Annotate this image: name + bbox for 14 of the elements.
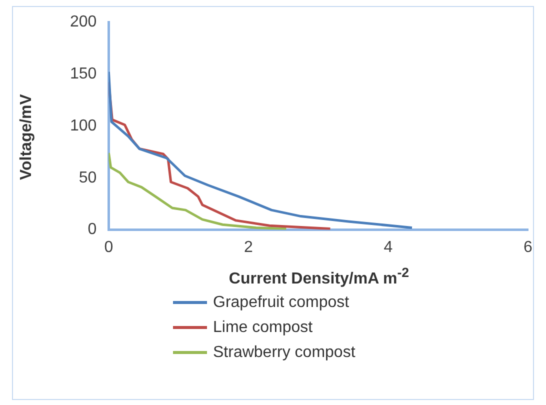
y-tick-label: 50 xyxy=(78,169,97,186)
y-tick-label: 100 xyxy=(70,117,97,134)
legend-label: Lime compost xyxy=(213,318,313,336)
x-tick-label: 6 xyxy=(524,238,533,256)
y-axis-title: Voltage/mV xyxy=(18,93,36,182)
x-tick-label: 4 xyxy=(384,238,393,256)
y-tick-label: 200 xyxy=(70,13,97,30)
x-axis-title: Current Density/mA m$^{-2}$ xyxy=(228,265,410,288)
x-tick-label: 2 xyxy=(244,238,254,256)
y-tick-label: 150 xyxy=(70,65,97,82)
x-tick-label: 0 xyxy=(104,238,114,256)
y-tick-label: 0 xyxy=(88,221,97,238)
legend-label: Strawberry compost xyxy=(213,344,356,362)
legend-label: Grapefruit compost xyxy=(213,294,350,312)
